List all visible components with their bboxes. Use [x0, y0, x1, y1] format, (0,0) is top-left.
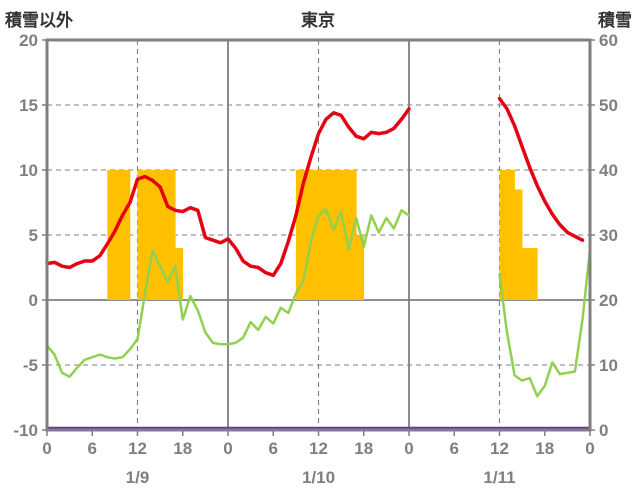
x-axis-tick-label: 12 [490, 439, 509, 458]
x-axis-tick-label: 12 [128, 439, 147, 458]
right-axis-tick-label: 40 [599, 161, 618, 180]
right-axis-tick-label: 10 [599, 356, 618, 375]
right-axis-title: 積雪 [598, 11, 632, 30]
left-axis-tick-label: 15 [19, 96, 38, 115]
orange-bar-series [107, 170, 538, 300]
right-axis-tick-label: 60 [599, 31, 618, 50]
x-axis-tick-label: 18 [535, 439, 554, 458]
x-axis-tick-label: 12 [309, 439, 328, 458]
left-axis-title: 積雪以外 [5, 11, 73, 30]
left-axis-tick-label: -10 [13, 421, 38, 440]
left-axis-tick-label: 5 [29, 226, 38, 245]
x-axis-tick-label: 18 [173, 439, 192, 458]
right-axis-tick-label: 30 [599, 226, 618, 245]
x-axis-tick-label: 6 [269, 439, 278, 458]
chart-title: 東京 [301, 11, 335, 30]
date-label: 1/11 [483, 468, 515, 487]
left-axis-tick-label: 0 [29, 291, 38, 310]
left-axis-tick-label: 20 [19, 31, 38, 50]
right-axis-tick-label: 20 [599, 291, 618, 310]
x-axis-tick-label: 0 [223, 439, 232, 458]
x-axis-tick-label: 6 [450, 439, 459, 458]
right-axis-tick-label: 0 [599, 421, 608, 440]
green-line-series [45, 207, 592, 398]
right-axis-tick-label: 50 [599, 96, 618, 115]
left-axis-tick-label: 10 [19, 161, 38, 180]
x-axis-tick-label: 0 [42, 439, 51, 458]
x-axis-tick-label: 18 [354, 439, 373, 458]
date-label: 1/10 [302, 468, 335, 487]
x-axis-tick-label: 0 [585, 439, 594, 458]
x-axis-tick-label: 6 [88, 439, 97, 458]
red-line-series [45, 96, 585, 278]
left-axis-tick-label: -5 [23, 356, 38, 375]
date-label: 1/9 [126, 468, 150, 487]
x-axis-tick-label: 0 [404, 439, 413, 458]
